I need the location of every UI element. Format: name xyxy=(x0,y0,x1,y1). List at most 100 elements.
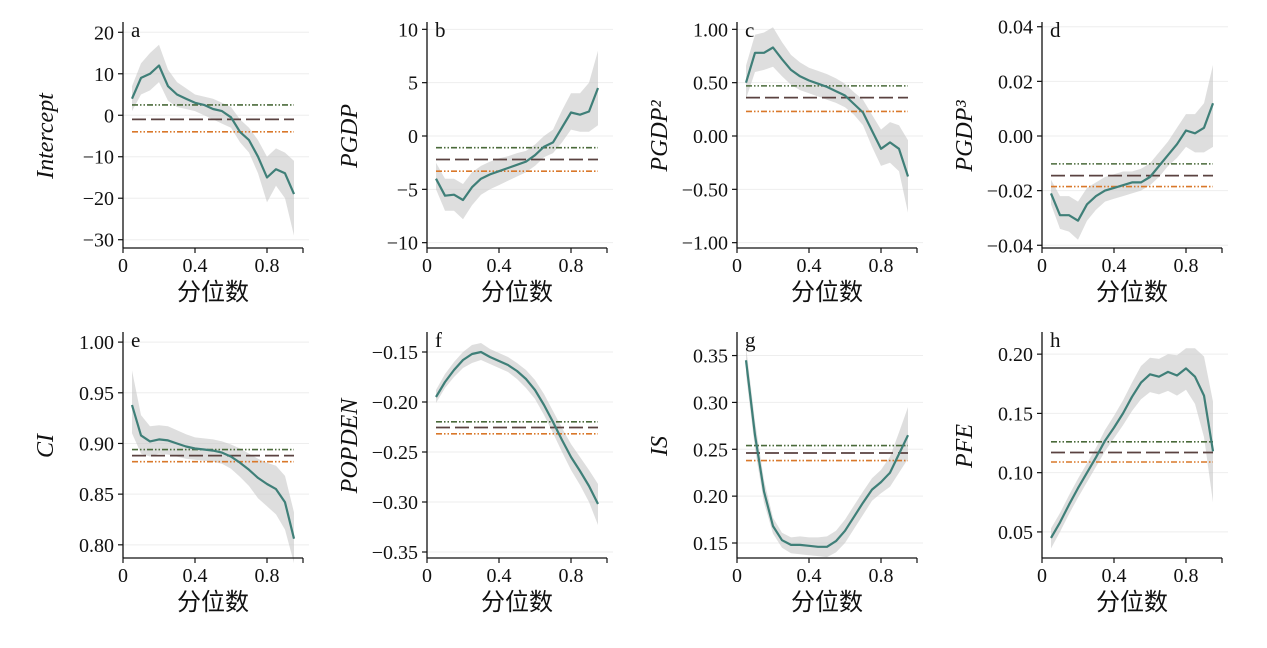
x-tick-label: 0.8 xyxy=(1174,255,1199,277)
x-axis-label: 分位数 xyxy=(1096,588,1168,616)
x-tick-label: 0.4 xyxy=(487,255,512,277)
y-tick-label: 0.00 xyxy=(693,126,728,148)
quantile-coefficient-line xyxy=(435,87,600,202)
y-tick-label: 0.95 xyxy=(79,383,114,405)
confidence-band xyxy=(746,27,908,213)
y-axis-label: PGDP³ xyxy=(952,100,978,173)
x-tick-label: 0.4 xyxy=(487,565,512,587)
panel-g: 0.35 0.30 0.25 0.20 0.150 0.4 0.8 g 分位数 IS xyxy=(647,328,923,616)
y-tick-label: 1.00 xyxy=(693,19,728,41)
panel-letter: b xyxy=(435,18,446,42)
quantile-coefficient-line xyxy=(435,350,599,505)
panel-letter: d xyxy=(1050,18,1061,42)
x-axis-label: 分位数 xyxy=(177,588,249,616)
panel-letter: f xyxy=(435,328,442,352)
y-tick-label: 1.00 xyxy=(79,332,114,354)
x-axis-label: 分位数 xyxy=(791,588,863,616)
y-tick-label: 0.85 xyxy=(79,484,114,506)
panel-letter: a xyxy=(131,18,141,42)
quantile-coefficient-line xyxy=(130,404,296,539)
y-tick-label: 0.30 xyxy=(693,392,728,414)
y-tick-label: 5 xyxy=(408,73,418,95)
x-tick-label: 0.4 xyxy=(797,565,822,587)
quantile-coefficient-line xyxy=(1049,102,1215,222)
panel-e: 1.00 0.95 0.90 0.85 0.800 0.4 0.8 e 分位数 CI xyxy=(33,328,309,616)
confidence-band xyxy=(1051,65,1213,240)
x-axis-label: 分位数 xyxy=(177,278,249,306)
x-tick-label: 0.8 xyxy=(869,255,894,277)
y-tick-label: −10 xyxy=(83,147,114,169)
y-tick-label: 0.90 xyxy=(79,433,114,455)
y-tick-label: −1.00 xyxy=(682,233,728,255)
y-tick-label: −0.25 xyxy=(372,442,418,464)
y-tick-label: −20 xyxy=(83,188,114,210)
x-tick-label: 0.4 xyxy=(183,255,208,277)
x-axis-label: 分位数 xyxy=(481,588,553,616)
x-tick-label: 0 xyxy=(732,255,742,277)
y-tick-label: 0 xyxy=(104,105,114,127)
confidence-band xyxy=(132,44,294,236)
y-tick-label: 0.05 xyxy=(998,522,1033,544)
x-tick-label: 0 xyxy=(422,255,432,277)
confidence-band xyxy=(1051,348,1213,549)
y-axis-label: CI xyxy=(33,433,59,458)
x-axis-label: 分位数 xyxy=(1096,278,1168,306)
y-tick-label: −0.02 xyxy=(987,181,1033,203)
y-tick-label: −0.20 xyxy=(372,392,418,414)
y-tick-label: 20 xyxy=(94,22,114,44)
y-tick-label: 0.10 xyxy=(998,463,1033,485)
y-tick-label: −0.15 xyxy=(372,342,418,364)
y-axis-label: IS xyxy=(647,436,673,457)
panel-d: 0.04 0.02 0.00 −0.02 −0.040 0.4 0.8 d 分位数 PGDP³ xyxy=(952,17,1228,306)
quantile-coefficient-line xyxy=(744,360,909,548)
y-tick-label: 0.20 xyxy=(693,486,728,508)
x-tick-label: 0 xyxy=(1037,255,1047,277)
x-tick-label: 0.8 xyxy=(255,255,280,277)
y-tick-label: 0.15 xyxy=(693,533,728,555)
x-tick-label: 0.8 xyxy=(559,255,584,277)
x-tick-label: 0.4 xyxy=(1102,565,1127,587)
panel-letter: g xyxy=(745,328,756,352)
y-axis-label: POPDEN xyxy=(337,397,363,495)
x-tick-label: 0.4 xyxy=(1102,255,1127,277)
y-axis-label: PGDP xyxy=(337,104,363,169)
y-tick-label: 0.04 xyxy=(998,17,1033,39)
quantile-coefficient-line xyxy=(130,64,296,195)
panel-letter: c xyxy=(745,18,754,42)
x-tick-label: 0 xyxy=(118,565,128,587)
x-tick-label: 0.4 xyxy=(797,255,822,277)
y-tick-label: −0.50 xyxy=(682,179,728,201)
panel-c: 1.00 0.50 0.00 −0.50 −1.000 0.4 0.8 c 分位数 PGDP² xyxy=(647,18,923,306)
x-tick-label: 0.8 xyxy=(559,565,584,587)
y-axis-label: PGDP² xyxy=(647,100,673,173)
y-tick-label: 0.35 xyxy=(693,346,728,368)
y-tick-label: 0.00 xyxy=(998,126,1033,148)
x-tick-label: 0.8 xyxy=(255,565,280,587)
panel-letter: e xyxy=(131,328,140,352)
y-axis-label: Intercept xyxy=(33,92,59,180)
x-tick-label: 0.8 xyxy=(869,565,894,587)
y-tick-label: 0.80 xyxy=(79,535,114,557)
x-axis-label: 分位数 xyxy=(791,278,863,306)
panel-h: 0.20 0.15 0.10 0.050 0.4 0.8 h 分位数 PFE xyxy=(952,328,1228,616)
confidence-band xyxy=(132,370,294,564)
panel-letter: h xyxy=(1050,328,1061,352)
x-tick-label: 0 xyxy=(732,565,742,587)
x-tick-label: 0 xyxy=(422,565,432,587)
quantile-coefficient-line xyxy=(1050,367,1215,539)
x-tick-label: 0.8 xyxy=(1174,565,1199,587)
y-tick-label: −0.30 xyxy=(372,492,418,514)
y-tick-label: 0 xyxy=(408,126,418,148)
x-tick-label: 0.4 xyxy=(183,565,208,587)
panel-f: −0.15 −0.20 −0.25 −0.30 −0.350 0.4 0.8 f 分位数 POPD… xyxy=(337,328,613,616)
x-tick-label: 0 xyxy=(1037,565,1047,587)
x-axis-label: 分位数 xyxy=(481,278,553,306)
y-tick-label: −5 xyxy=(397,179,418,201)
y-tick-label: 0.02 xyxy=(998,71,1033,93)
y-tick-label: −0.04 xyxy=(987,235,1033,257)
y-tick-label: 0.50 xyxy=(693,73,728,95)
y-tick-label: −10 xyxy=(387,233,418,255)
y-tick-label: 0.20 xyxy=(998,344,1033,366)
